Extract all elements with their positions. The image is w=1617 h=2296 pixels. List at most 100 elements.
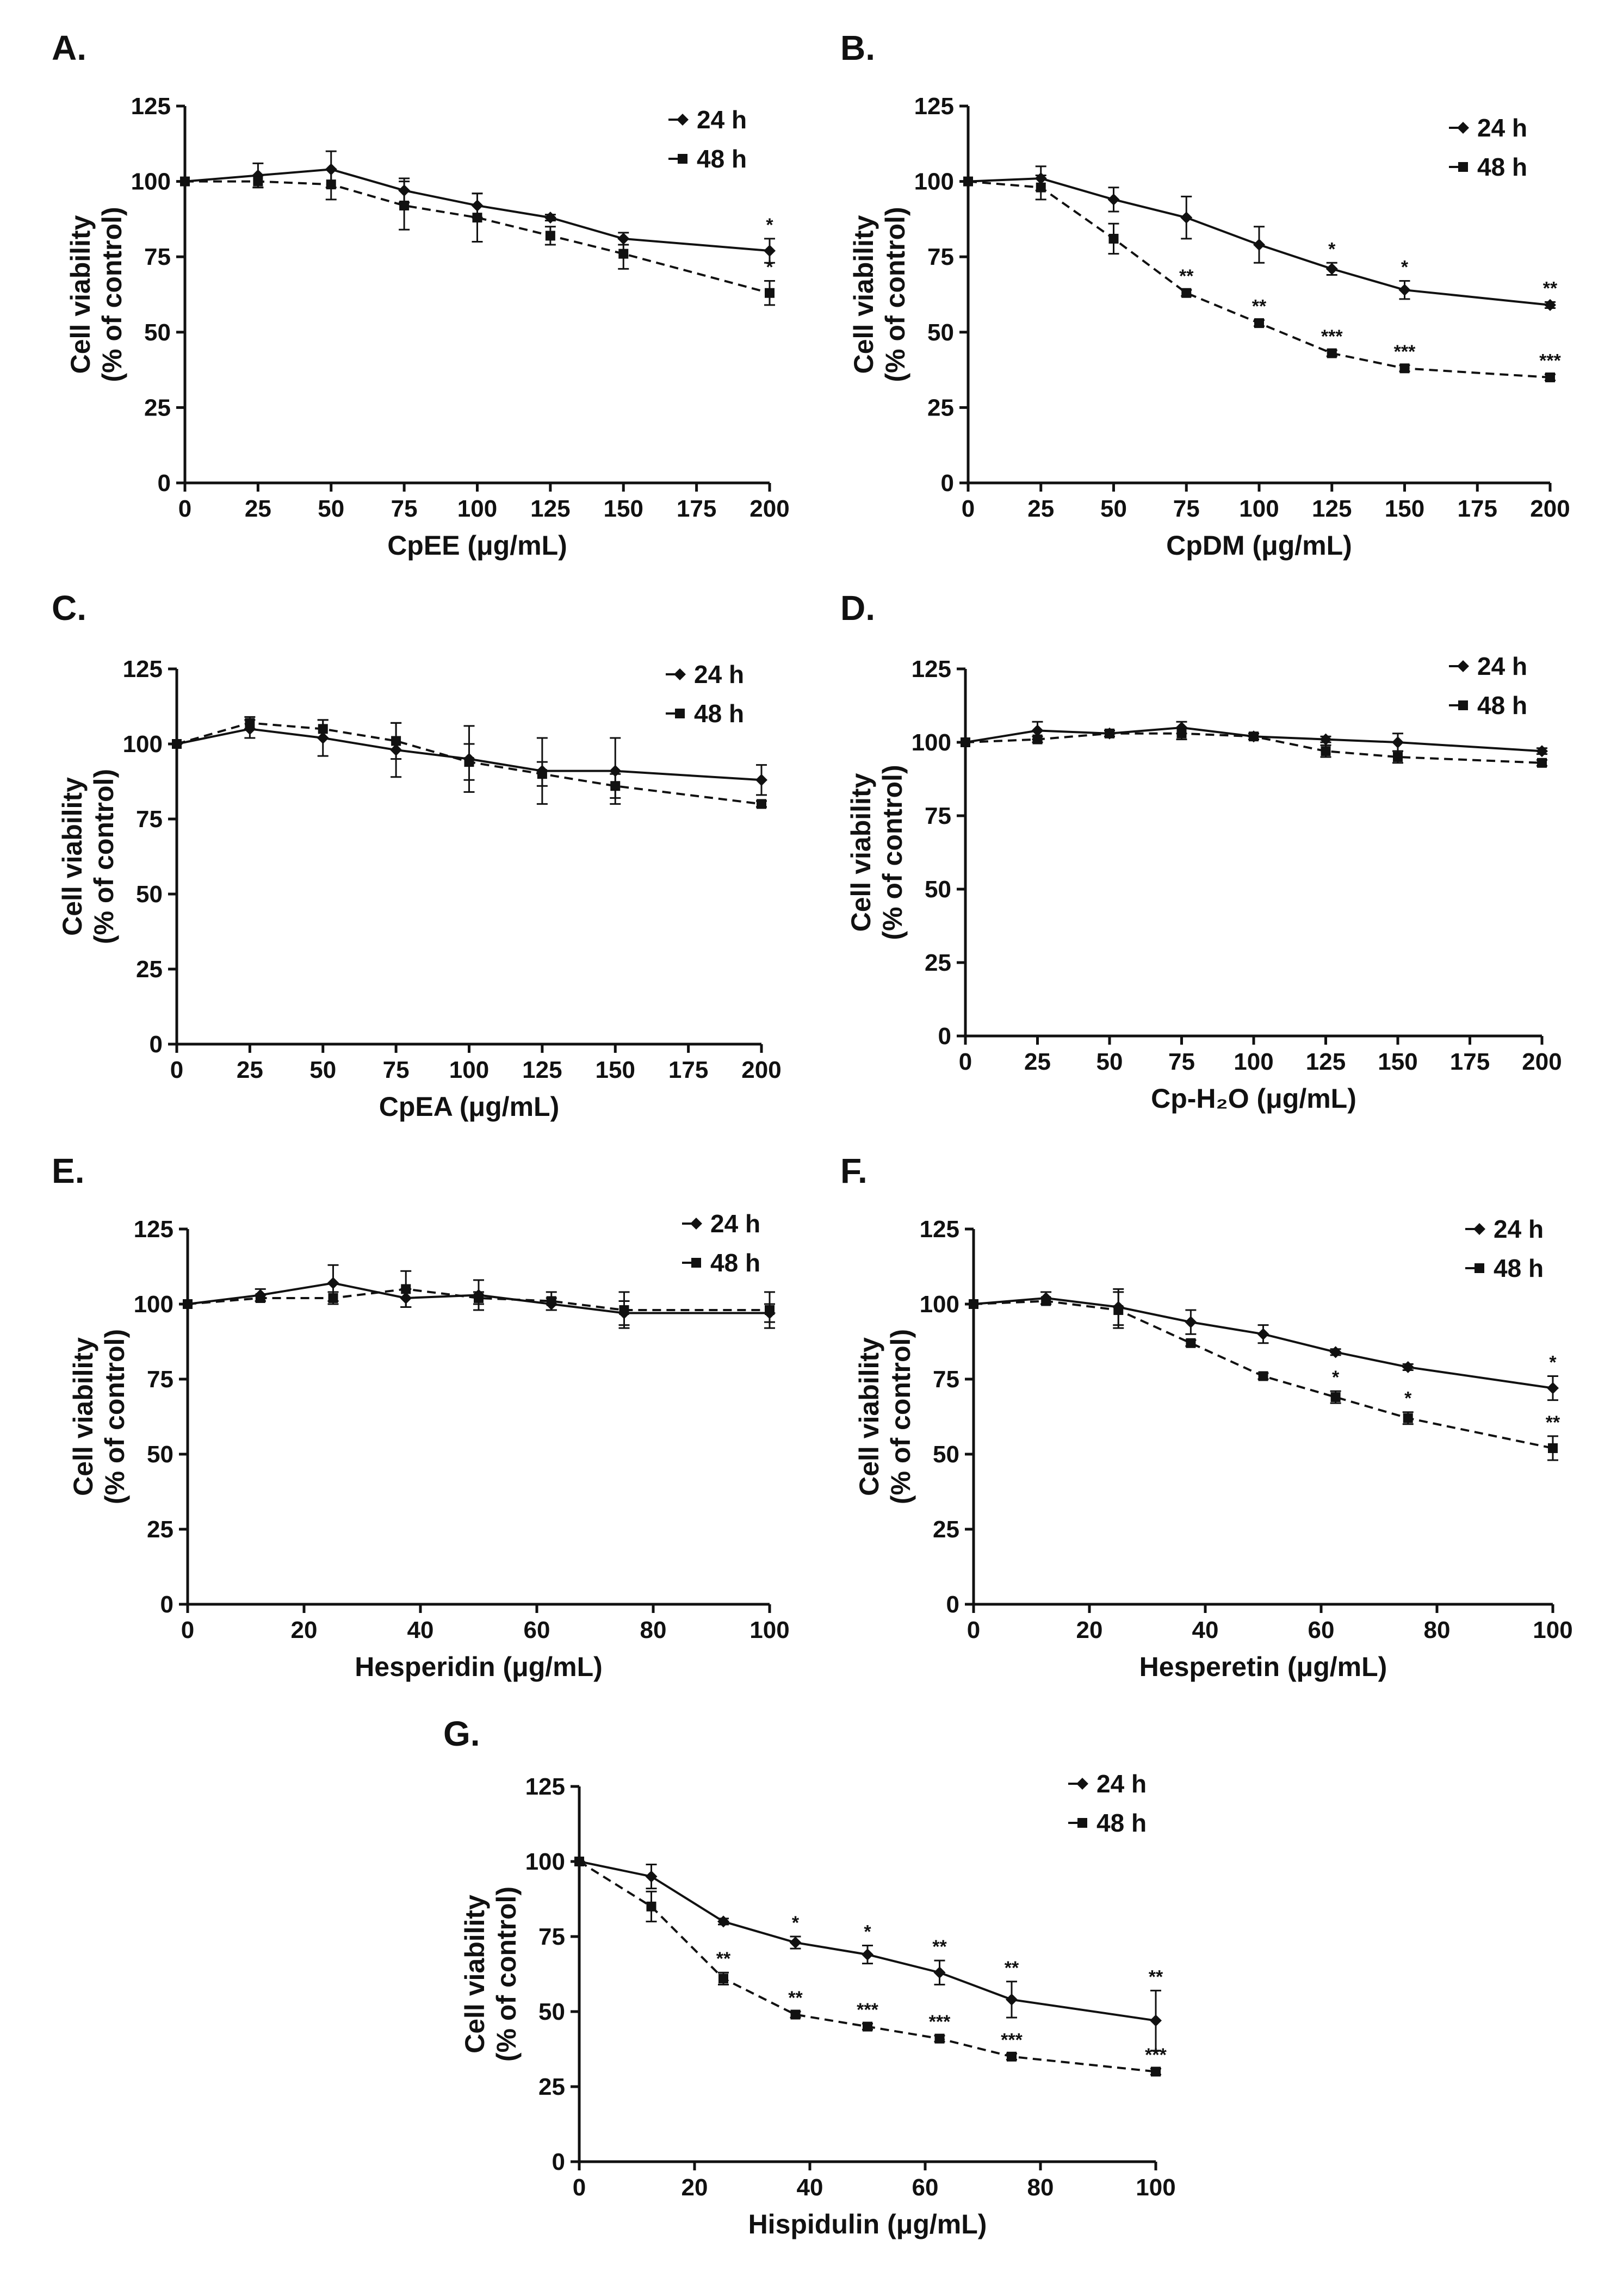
data-point: [464, 757, 474, 767]
x-tick-label: 25: [245, 495, 271, 522]
significance-label: *: [1404, 1388, 1412, 1409]
significance-label: **: [1005, 1958, 1019, 1978]
data-point: [245, 718, 255, 728]
data-point: [1537, 758, 1547, 768]
legend-label: 24 h: [694, 660, 744, 688]
x-tick-label: 0: [178, 495, 191, 522]
legend-marker: [1458, 162, 1468, 172]
panel-letter: G.: [443, 1714, 480, 1753]
legend-label: 24 h: [1096, 1770, 1147, 1798]
series-line: [579, 1860, 1156, 2022]
significance-label: *: [1549, 1352, 1557, 1373]
chart-panel-b: B. 0 25 50 75 100 125 0 25 50 75 100 125 150 175 200 CpD…: [840, 28, 1570, 561]
x-tick-label: 175: [1458, 495, 1497, 522]
legend-entry: 24 h: [1068, 1770, 1147, 1798]
data-point: [326, 179, 336, 190]
x-axis-title: CpDM (μg/mL): [1166, 530, 1352, 561]
data-point: [1031, 724, 1044, 737]
legend-label: 24 h: [1494, 1215, 1544, 1243]
y-tick-label: 125: [914, 93, 954, 120]
y-axis-title: Cell viability (% of control): [57, 769, 119, 944]
legend-marker: [678, 154, 687, 164]
legend-entry: 24 h: [668, 106, 747, 134]
legend-marker: [690, 1218, 702, 1230]
x-tick-label: 100: [449, 1057, 489, 1083]
y-tick-label: 0: [150, 1031, 163, 1058]
x-tick-label: 40: [407, 1617, 434, 1643]
y-tick-label: 25: [538, 2074, 565, 2100]
legend-label: 48 h: [1477, 153, 1527, 181]
y-tick-label: 25: [933, 1516, 959, 1543]
legend-entry: 48 h: [1465, 1254, 1544, 1282]
y-tick-label: 0: [552, 2149, 565, 2175]
y-tick-label: 50: [136, 881, 163, 908]
data-point: [1545, 372, 1555, 382]
y-tick-label: 25: [147, 1516, 174, 1543]
data-point: [1253, 239, 1265, 251]
y-tick-label: 50: [933, 1441, 959, 1468]
significance-label: ***: [1539, 350, 1561, 371]
y-axis-title-line1: Cell viability: [854, 1337, 884, 1496]
y-axis-title-line1: Cell viability: [65, 215, 96, 374]
series-24-h: *: [968, 1288, 1559, 1401]
data-point: [764, 245, 776, 257]
data-point: [1547, 1382, 1559, 1394]
legend-entry: 48 h: [682, 1249, 760, 1277]
data-point: [391, 736, 401, 746]
x-tick-label: 25: [1024, 1048, 1051, 1075]
data-point: [1393, 752, 1403, 762]
x-tick-label: 200: [749, 495, 789, 522]
x-tick-label: 0: [170, 1057, 183, 1083]
data-point: [765, 288, 775, 298]
series-line: [176, 722, 762, 805]
x-tick-label: 50: [1100, 495, 1127, 522]
data-point: [961, 737, 970, 747]
significance-label: **: [716, 1949, 731, 1969]
y-tick-label: 75: [933, 1366, 959, 1393]
y-axis-title: Cell viability (% of control): [68, 1329, 130, 1504]
y-tick-label: 25: [144, 394, 171, 421]
y-tick-label: 100: [914, 169, 954, 195]
data-point: [610, 781, 621, 791]
chart-panel-f: F. 0 25 50 75 100 125 0 20 40 60 80 100 Hesperetin (μ…: [840, 1151, 1573, 1682]
panel-letter: F.: [840, 1151, 868, 1190]
data-point: [172, 739, 182, 749]
x-axis-title: Cp-H₂O (μg/mL): [1151, 1083, 1356, 1114]
legend-label: 24 h: [710, 1209, 760, 1238]
y-tick-label: 125: [912, 656, 951, 682]
x-tick-label: 50: [1096, 1048, 1123, 1075]
legend-entry: 48 h: [1449, 691, 1527, 719]
series-48-h: ****************: [574, 1857, 1167, 2077]
legend-label: 48 h: [694, 699, 744, 728]
y-axis-title-line2: (% of control): [885, 1329, 916, 1504]
x-axis-title: CpEA (μg/mL): [379, 1091, 559, 1122]
data-point: [1536, 745, 1548, 758]
series-48-h: [183, 1270, 775, 1329]
y-tick-label: 100: [131, 169, 171, 195]
y-tick-label: 100: [134, 1291, 174, 1318]
panel-letter: B.: [840, 28, 875, 67]
data-point: [1181, 288, 1192, 298]
y-axis-title: Cell viability (% of control): [846, 765, 908, 940]
y-tick-label: 50: [147, 1441, 174, 1468]
data-point: [1151, 2067, 1161, 2077]
series-line: [968, 180, 1551, 378]
y-tick-label: 75: [144, 244, 171, 270]
significance-label: **: [932, 1937, 947, 1957]
data-point: [1006, 1993, 1018, 2006]
y-axis-title-line2: (% of control): [100, 1329, 130, 1504]
x-axis-title: CpEE (μg/mL): [387, 530, 567, 561]
x-tick-label: 20: [1076, 1617, 1103, 1643]
data-point: [1186, 1338, 1196, 1348]
x-tick-label: 50: [309, 1057, 336, 1083]
legend-label: 48 h: [697, 145, 747, 173]
x-tick-label: 75: [383, 1057, 410, 1083]
y-axis-title-line2: (% of control): [97, 207, 127, 382]
legend-marker: [1457, 122, 1469, 134]
data-point: [255, 1293, 265, 1303]
data-point: [1185, 1316, 1197, 1329]
y-axis-title-line2: (% of control): [89, 769, 119, 944]
y-axis-title: Cell viability (% of control): [854, 1329, 916, 1504]
data-point: [1254, 318, 1264, 328]
y-tick-label: 25: [136, 956, 163, 983]
